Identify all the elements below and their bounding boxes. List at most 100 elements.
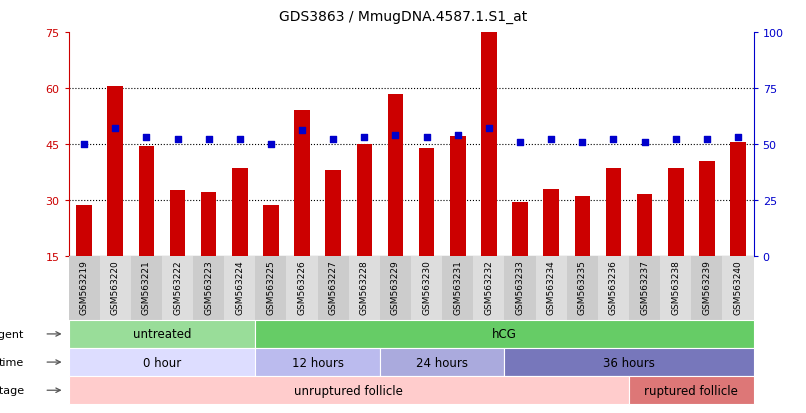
Bar — [419, 148, 434, 312]
Point — [451, 132, 464, 139]
Bar — [318, 256, 349, 320]
Point — [513, 139, 526, 146]
Text: GSM563229: GSM563229 — [391, 259, 400, 314]
Text: 24 hours: 24 hours — [416, 356, 468, 369]
Bar — [77, 206, 92, 312]
Point — [545, 137, 558, 143]
Text: 12 hours: 12 hours — [292, 356, 343, 369]
Text: GSM563223: GSM563223 — [204, 259, 213, 314]
Point — [140, 135, 153, 141]
Bar — [442, 256, 473, 320]
Point — [202, 137, 215, 143]
Bar — [286, 256, 318, 320]
Text: GSM563234: GSM563234 — [546, 259, 555, 314]
Text: GSM563230: GSM563230 — [422, 259, 431, 314]
Bar — [131, 256, 162, 320]
Bar — [162, 256, 193, 320]
Point — [700, 137, 713, 143]
Bar — [722, 256, 754, 320]
Text: GSM563228: GSM563228 — [359, 259, 369, 314]
Text: time: time — [0, 357, 24, 367]
Text: 36 hours: 36 hours — [603, 356, 655, 369]
Bar — [660, 256, 692, 320]
Point — [732, 135, 745, 141]
Bar — [256, 256, 286, 320]
Text: GSM563232: GSM563232 — [484, 259, 493, 314]
Bar — [294, 111, 310, 312]
Text: untreated: untreated — [133, 328, 191, 341]
Text: development stage: development stage — [0, 385, 24, 395]
Point — [638, 139, 651, 146]
Bar — [637, 195, 652, 312]
Text: 0 hour: 0 hour — [143, 356, 181, 369]
Bar — [605, 169, 621, 312]
Bar — [730, 143, 746, 312]
Bar — [513, 202, 528, 312]
Text: GSM563219: GSM563219 — [80, 259, 89, 314]
Point — [669, 137, 682, 143]
Text: GSM563238: GSM563238 — [671, 259, 680, 314]
Bar — [69, 256, 100, 320]
Bar — [692, 256, 722, 320]
Bar — [481, 33, 496, 312]
Bar — [356, 145, 372, 312]
Bar — [380, 256, 411, 320]
Text: hCG: hCG — [492, 328, 517, 341]
Bar — [699, 161, 715, 312]
Point — [358, 135, 371, 141]
Point — [483, 126, 496, 132]
Bar — [668, 169, 683, 312]
Text: GSM563240: GSM563240 — [733, 259, 742, 314]
Bar — [326, 171, 341, 312]
Bar — [232, 169, 247, 312]
Point — [389, 132, 402, 139]
Point — [607, 137, 620, 143]
Point — [171, 137, 184, 143]
Text: GSM563237: GSM563237 — [640, 259, 649, 314]
Bar — [224, 256, 256, 320]
Bar — [411, 256, 442, 320]
Text: GSM563227: GSM563227 — [329, 259, 338, 314]
Text: GSM563220: GSM563220 — [110, 259, 120, 314]
Point — [296, 128, 309, 135]
Bar — [543, 189, 559, 312]
Bar — [100, 256, 131, 320]
Bar — [139, 147, 154, 312]
Text: GSM563236: GSM563236 — [609, 259, 618, 314]
Bar — [598, 256, 629, 320]
Bar — [536, 256, 567, 320]
Text: GSM563225: GSM563225 — [267, 259, 276, 314]
Bar — [170, 191, 185, 312]
Text: GDS3863 / MmugDNA.4587.1.S1_at: GDS3863 / MmugDNA.4587.1.S1_at — [279, 10, 527, 24]
Text: GSM563221: GSM563221 — [142, 259, 151, 314]
Bar — [349, 256, 380, 320]
Text: GSM563233: GSM563233 — [516, 259, 525, 314]
Bar — [567, 256, 598, 320]
Text: GSM563224: GSM563224 — [235, 259, 244, 314]
Text: agent: agent — [0, 329, 24, 339]
Bar — [450, 137, 466, 312]
Point — [326, 137, 339, 143]
Text: GSM563239: GSM563239 — [702, 259, 712, 314]
Bar — [388, 95, 403, 312]
Bar — [107, 87, 123, 312]
Bar — [505, 256, 536, 320]
Text: unruptured follicle: unruptured follicle — [294, 384, 403, 397]
Bar — [473, 256, 505, 320]
Point — [575, 139, 588, 146]
Bar — [575, 197, 590, 312]
Bar — [263, 206, 279, 312]
Bar — [201, 193, 217, 312]
Text: GSM563231: GSM563231 — [453, 259, 463, 314]
Point — [420, 135, 433, 141]
Bar — [193, 256, 224, 320]
Text: GSM563222: GSM563222 — [173, 259, 182, 314]
Text: ruptured follicle: ruptured follicle — [644, 384, 738, 397]
Point — [109, 126, 122, 132]
Point — [264, 141, 277, 148]
Point — [77, 141, 90, 148]
Text: GSM563226: GSM563226 — [297, 259, 306, 314]
Point — [234, 137, 247, 143]
Bar — [629, 256, 660, 320]
Text: GSM563235: GSM563235 — [578, 259, 587, 314]
